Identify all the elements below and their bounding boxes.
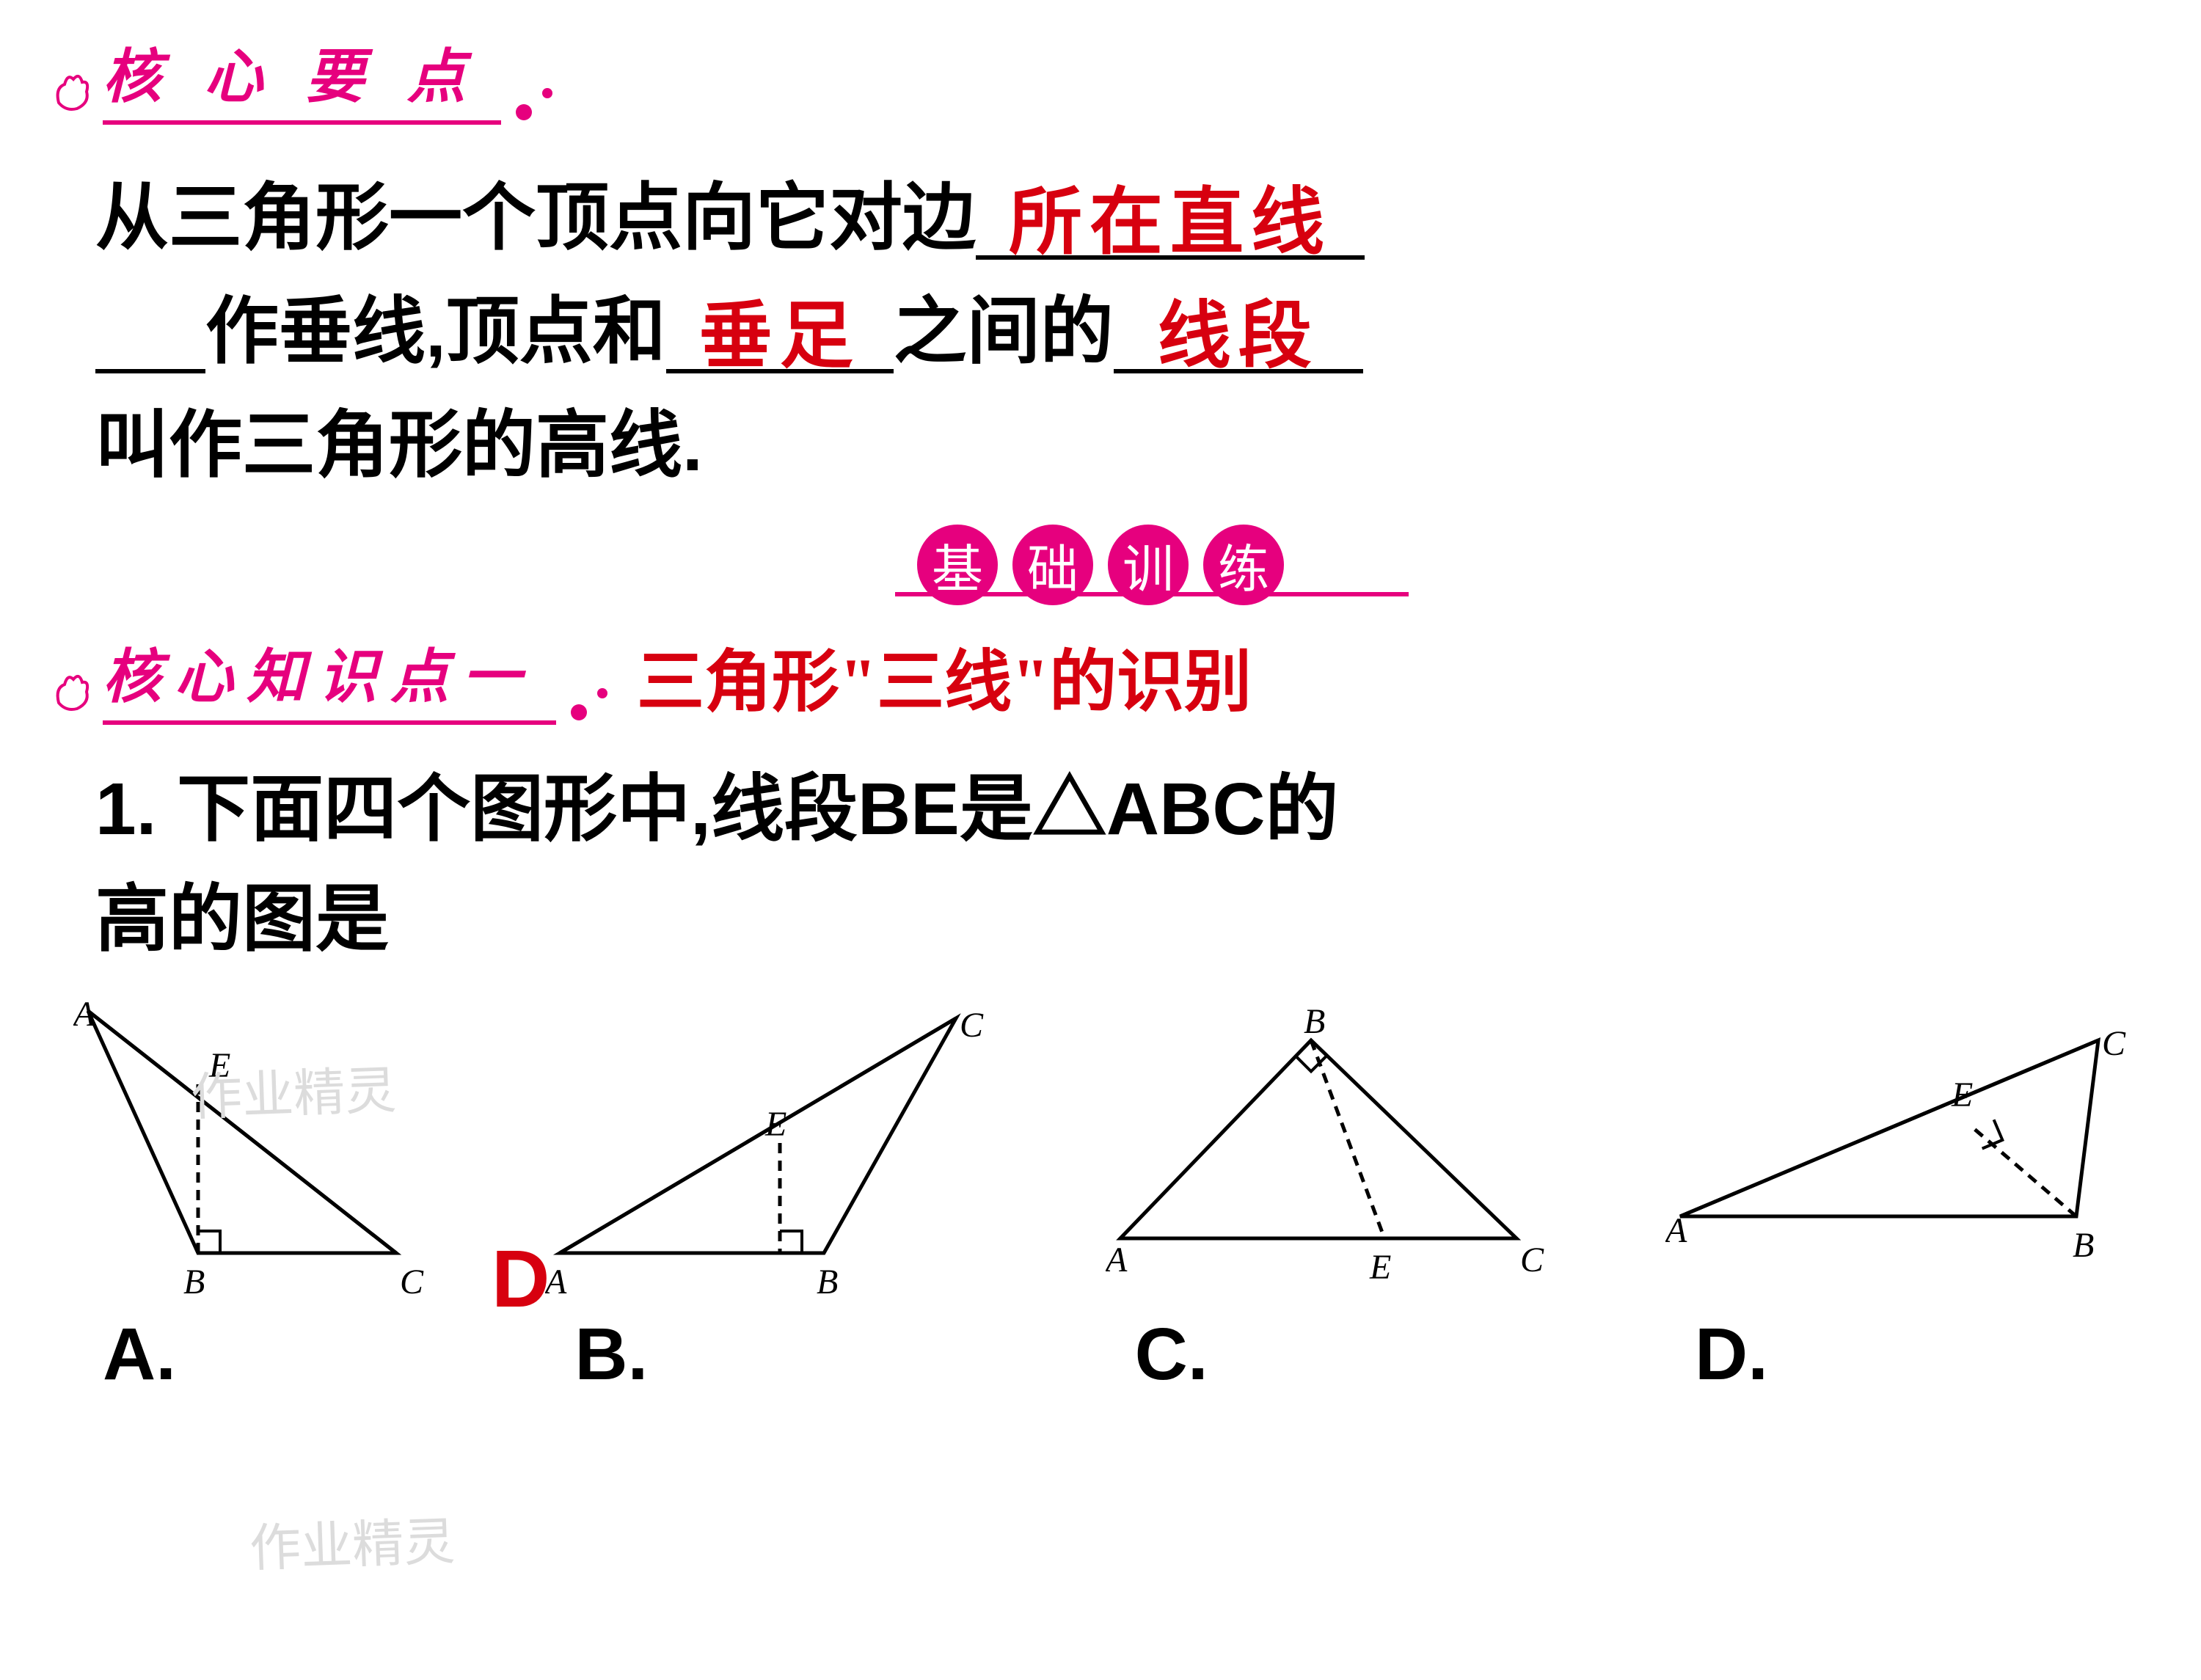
svg-text:B: B [817,1263,838,1301]
svg-text:B: B [183,1263,205,1301]
def-line3: 叫作三角形的高线. [95,404,703,486]
svg-text:B: B [1304,1002,1325,1041]
figure-B: A B C E B. [545,996,1000,1397]
svg-text:C: C [1520,1241,1544,1279]
pill-3: 训 [1108,525,1189,605]
svg-text:E: E [1951,1075,1973,1114]
hand-icon [44,66,95,117]
svg-text:B: B [2073,1226,2094,1265]
kp-title: 三角形"三线"的识别 [637,627,1252,725]
question-line2: 高的图是 [95,878,389,960]
svg-text:E: E [1369,1248,1391,1287]
svg-text:A: A [1665,1211,1687,1250]
kp-row: 核心知识点一 三角形"三线"的识别 [44,627,2201,725]
answer-letter: D [492,1232,550,1326]
svg-text:E: E [208,1046,230,1085]
section-header-keypoints: 核 心 要 点 [44,29,2201,125]
svg-text:E: E [764,1105,786,1144]
header-keypoints-text: 核 心 要 点 [103,29,501,125]
watermark-2: 作业精灵 [248,1500,456,1582]
pill-1: 基 [917,525,998,605]
def-blank2: 垂足 [699,296,861,377]
svg-text:A: A [73,996,95,1034]
def-blank1: 所在直线 [1009,182,1332,263]
def-small-underline [95,296,205,373]
figure-D: A B C E D. [1665,996,2142,1397]
header-dots [516,104,552,120]
svg-text:C: C [960,1006,984,1045]
figures-row: A B C E A. A B C E B. A B [73,996,2142,1397]
def-blank3: 线段 [1158,296,1319,377]
option-D-label: D. [1695,1312,2142,1397]
definition-text: 从三角形一个顶点向它对边所在直线 作垂线,顶点和垂足之间的线段 叫作三角形的高线… [95,161,2128,503]
option-B-label: B. [574,1312,1000,1397]
figure-A: A B C E A. [73,996,440,1397]
header2-dots [571,704,607,720]
pill-4: 练 [1203,525,1284,605]
def-line2b: 之间的 [894,291,1114,373]
svg-text:C: C [400,1263,424,1301]
header2-text: 核心知识点一 [103,629,556,725]
pill-2: 础 [1012,525,1093,605]
def-line1-prefix: 从三角形一个顶点向它对边 [95,177,976,259]
option-C-label: C. [1135,1312,1561,1397]
option-A-label: A. [103,1312,440,1397]
def-line2a: 作垂线,顶点和 [205,291,666,373]
svg-text:A: A [1106,1241,1128,1279]
question-line1: 1. 下面四个图形中,线段BE是△ABC的 [95,754,2128,864]
figure-C: A B C E C. [1106,996,1561,1397]
question-block: 1. 下面四个图形中,线段BE是△ABC的 高的图是 [95,754,2128,974]
hand-icon-2 [44,666,95,717]
pills-row: 基 础 训 练 [0,525,2201,605]
svg-text:C: C [2102,1024,2126,1063]
